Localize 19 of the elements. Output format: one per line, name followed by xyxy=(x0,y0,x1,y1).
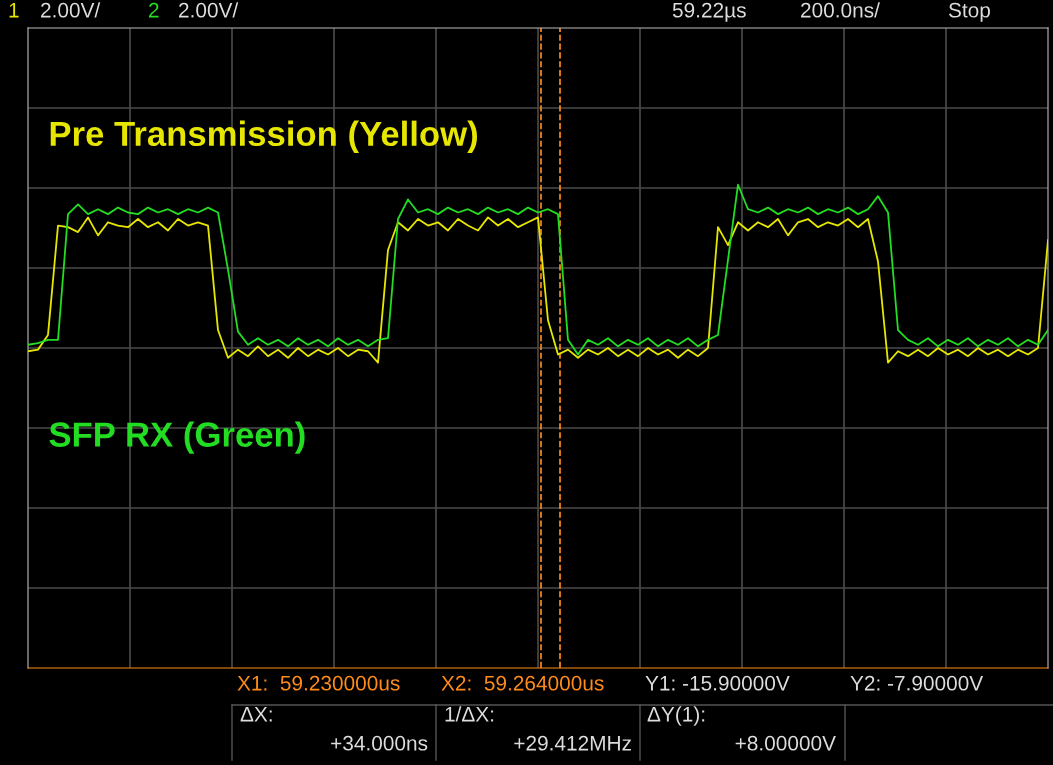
series-label: Pre Transmission (Yellow) xyxy=(50,120,477,153)
text: 2.00V/ xyxy=(179,2,239,18)
text: +34.000ns xyxy=(331,735,428,751)
text: Stop xyxy=(948,2,990,22)
text: Y1: -15.90000V xyxy=(645,675,790,691)
text: ΔY(1): xyxy=(647,706,705,726)
text: X2: 59.264000us xyxy=(441,675,604,691)
text: 200.0ns/ xyxy=(801,2,880,18)
text: SFP RX (Green) xyxy=(49,421,305,454)
text: 2 xyxy=(149,2,159,18)
text: 59.22µs xyxy=(672,2,746,22)
text: 1 xyxy=(9,3,19,18)
text: Y2: -7.90000V xyxy=(850,675,984,691)
text: ΔX: xyxy=(240,707,272,722)
text: +29.412MHz xyxy=(514,735,631,751)
text: 1/ΔX: xyxy=(445,706,494,722)
text: 2.00V/ xyxy=(41,2,101,18)
text: X1: 59.230000us xyxy=(237,675,400,691)
text: +8.00000V xyxy=(735,735,836,751)
